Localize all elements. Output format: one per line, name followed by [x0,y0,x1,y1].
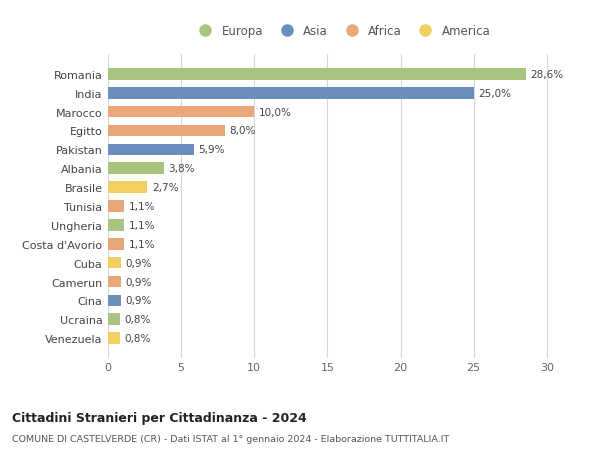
Bar [108,182,148,194]
Text: 5,9%: 5,9% [199,145,225,155]
Text: 10,0%: 10,0% [259,107,292,118]
Bar [108,333,120,344]
Bar [108,238,124,250]
Text: 8,0%: 8,0% [229,126,256,136]
Bar [108,163,164,175]
Text: 1,1%: 1,1% [128,239,155,249]
Bar [108,88,473,99]
Bar [108,144,194,156]
Text: 28,6%: 28,6% [530,70,564,80]
Text: 25,0%: 25,0% [478,89,511,99]
Text: 1,1%: 1,1% [128,220,155,230]
Bar [108,201,124,213]
Bar [108,106,254,118]
Bar [108,219,124,231]
Bar [108,257,121,269]
Text: 0,9%: 0,9% [125,296,152,306]
Text: 1,1%: 1,1% [128,202,155,212]
Text: 0,9%: 0,9% [125,277,152,287]
Bar [108,276,121,288]
Bar [108,295,121,307]
Text: 0,8%: 0,8% [124,314,151,325]
Text: 3,8%: 3,8% [168,164,194,174]
Text: COMUNE DI CASTELVERDE (CR) - Dati ISTAT al 1° gennaio 2024 - Elaborazione TUTTIT: COMUNE DI CASTELVERDE (CR) - Dati ISTAT … [12,434,449,443]
Bar [108,69,526,80]
Bar [108,314,120,325]
Bar [108,125,225,137]
Legend: Europa, Asia, Africa, America: Europa, Asia, Africa, America [193,25,491,38]
Text: 2,7%: 2,7% [152,183,178,193]
Text: 0,9%: 0,9% [125,258,152,268]
Text: Cittadini Stranieri per Cittadinanza - 2024: Cittadini Stranieri per Cittadinanza - 2… [12,411,307,424]
Text: 0,8%: 0,8% [124,333,151,343]
